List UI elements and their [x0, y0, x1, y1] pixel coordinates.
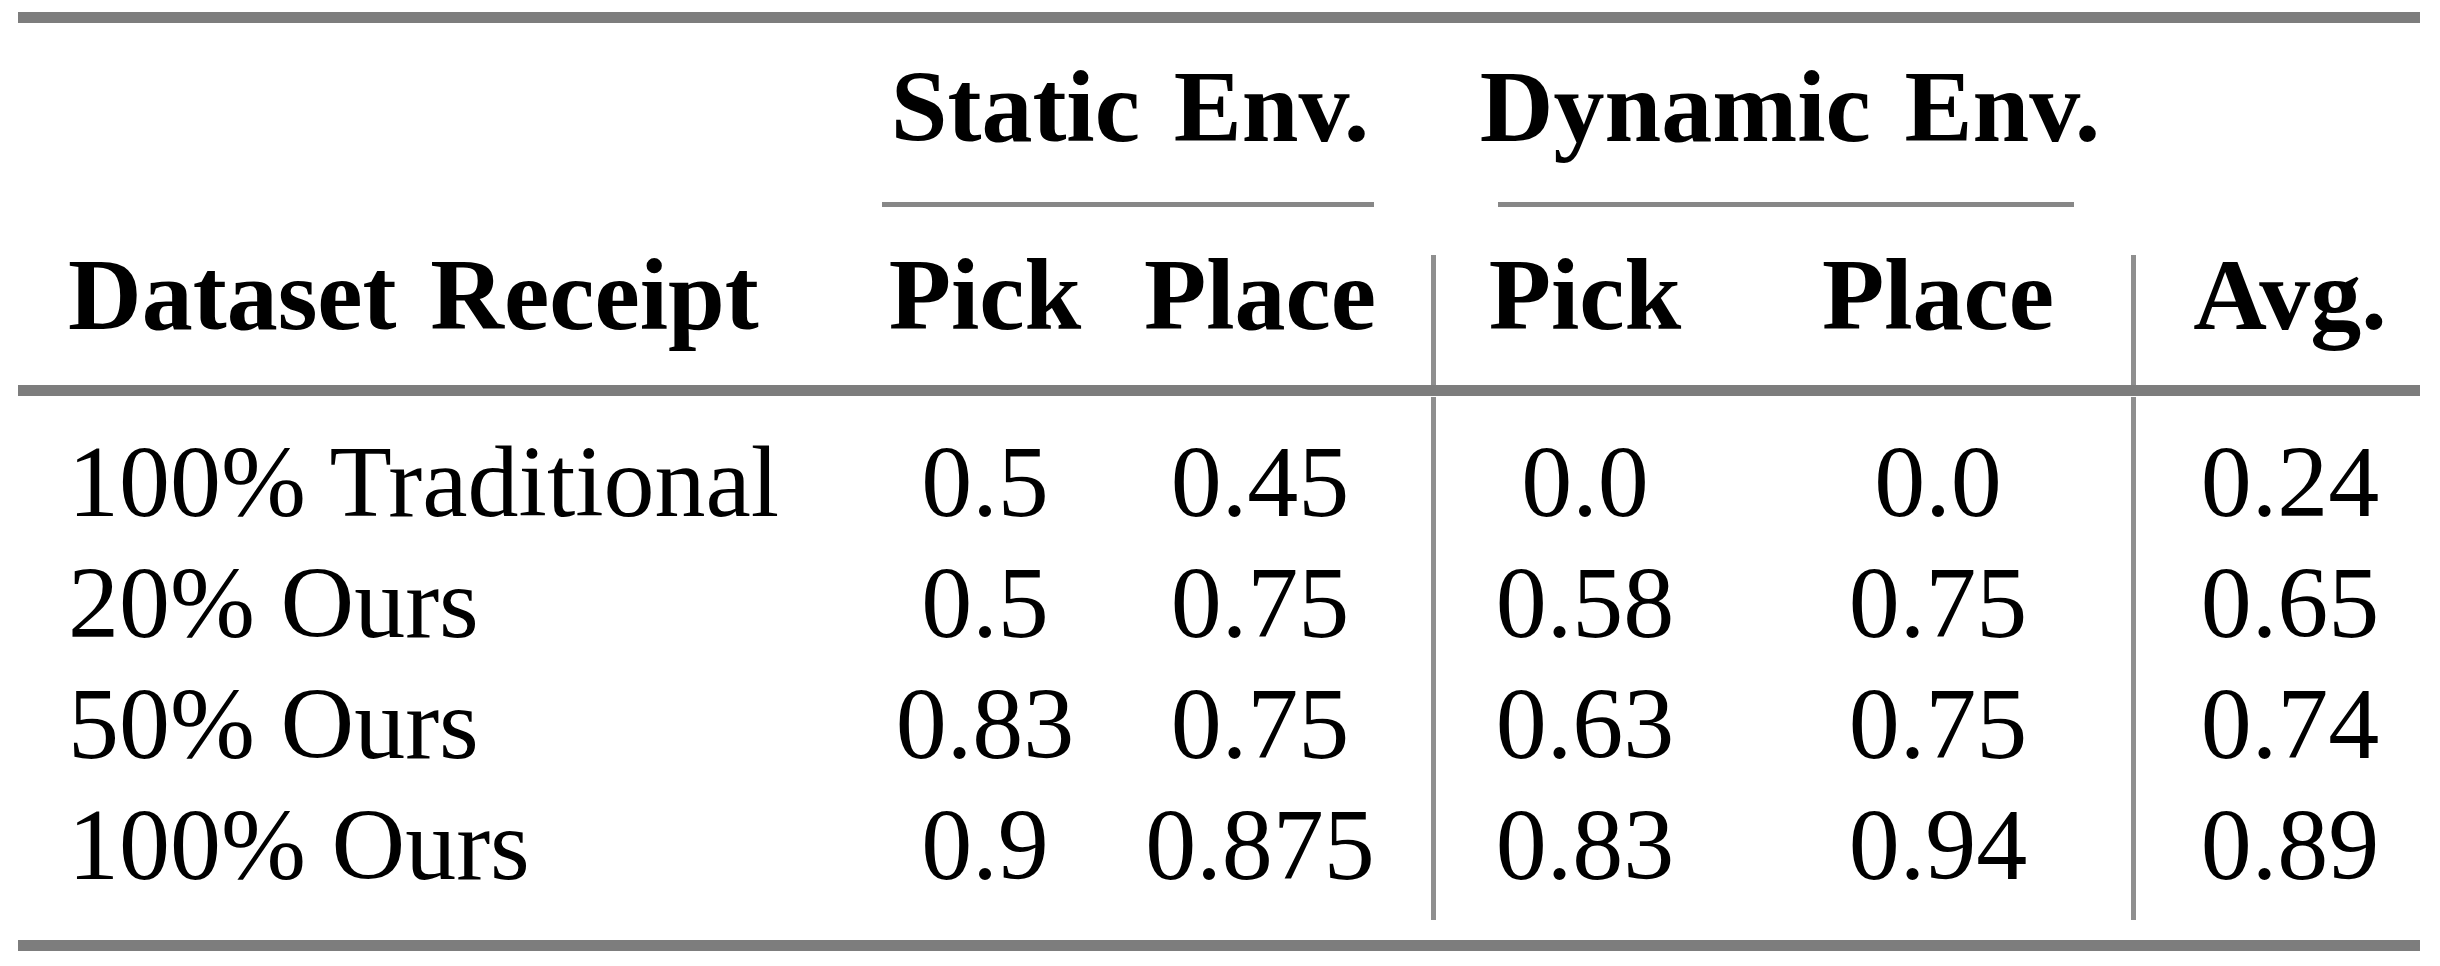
vertical-divider-static-dynamic-header: [1431, 255, 1436, 385]
cell-avg: 0.24: [2201, 431, 2380, 533]
results-table: Static Env. Dynamic Env. Dataset Receipt…: [0, 0, 2440, 966]
vertical-divider-static-dynamic-body: [1431, 397, 1436, 920]
row-label: 20% Ours: [68, 552, 479, 654]
group-header-static-env: Static Env.: [891, 56, 1370, 158]
cell-static-place: 0.45: [1171, 431, 1350, 533]
group-header-dynamic-env: Dynamic Env.: [1480, 56, 2100, 158]
cell-dynamic-place: 0.0: [1874, 431, 2002, 533]
cell-static-pick: 0.83: [896, 673, 1075, 775]
cell-static-pick: 0.5: [921, 431, 1049, 533]
top-rule: [18, 12, 2420, 23]
dynamic-env-cmidrule: [1498, 202, 2074, 207]
header-rule: [18, 385, 2420, 396]
cell-avg: 0.65: [2201, 552, 2380, 654]
cell-avg: 0.89: [2201, 794, 2380, 896]
cell-avg: 0.74: [2201, 673, 2380, 775]
static-env-cmidrule: [882, 202, 1374, 207]
vertical-divider-avg-body: [2131, 397, 2136, 920]
cell-static-place: 0.875: [1145, 794, 1375, 896]
vertical-divider-avg-header: [2131, 255, 2136, 385]
cell-static-place: 0.75: [1171, 552, 1350, 654]
cell-dynamic-place: 0.94: [1849, 794, 2028, 896]
cell-dynamic-pick: 0.0: [1521, 431, 1649, 533]
column-header-avg: Avg.: [2193, 244, 2387, 346]
column-header-dynamic-place: Place: [1822, 244, 2054, 346]
cell-dynamic-pick: 0.58: [1496, 552, 1675, 654]
cell-dynamic-place: 0.75: [1849, 552, 2028, 654]
cell-static-pick: 0.5: [921, 552, 1049, 654]
cell-static-place: 0.75: [1171, 673, 1350, 775]
row-label: 50% Ours: [68, 673, 479, 775]
row-label: 100% Ours: [68, 794, 530, 896]
cell-static-pick: 0.9: [921, 794, 1049, 896]
column-header-static-pick: Pick: [889, 244, 1082, 346]
row-label: 100% Traditional: [68, 431, 779, 533]
column-header-static-place: Place: [1144, 244, 1376, 346]
column-header-dynamic-pick: Pick: [1489, 244, 1682, 346]
cell-dynamic-place: 0.75: [1849, 673, 2028, 775]
cell-dynamic-pick: 0.83: [1496, 794, 1675, 896]
column-header-dataset-receipt: Dataset Receipt: [68, 244, 759, 346]
bottom-rule: [18, 940, 2420, 951]
cell-dynamic-pick: 0.63: [1496, 673, 1675, 775]
